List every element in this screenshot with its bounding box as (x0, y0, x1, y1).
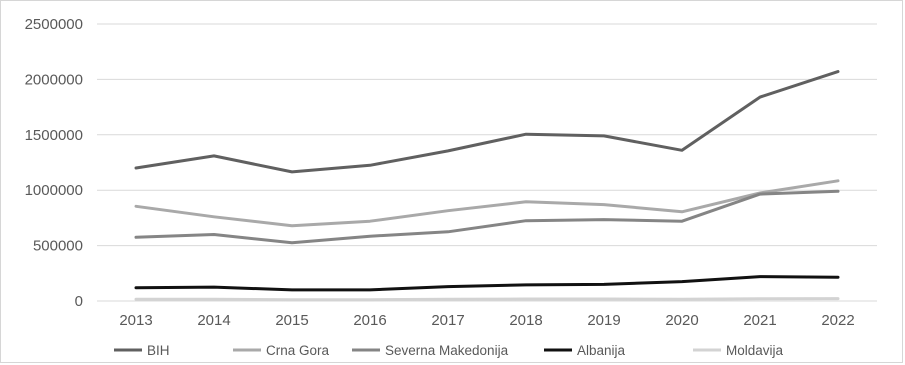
legend-item: BIH (114, 343, 170, 358)
series-line-crna-gora (134, 179, 840, 228)
x-tick-label: 2018 (509, 312, 542, 329)
x-tick-label: 2013 (119, 312, 152, 329)
x-tick-label: 2021 (743, 312, 776, 329)
gridlines (97, 23, 877, 302)
x-tick-label: 2014 (197, 312, 230, 329)
legend-item: Crna Gora (233, 343, 330, 358)
series-line-moldavija (134, 297, 840, 302)
legend-label: Crna Gora (266, 343, 330, 358)
series-line-albanija (134, 275, 840, 292)
x-tick-label: 2020 (665, 312, 698, 329)
series-line-bih (134, 70, 840, 174)
series-lines (134, 70, 840, 302)
x-tick-label: 2016 (353, 312, 386, 329)
legend-label: BIH (147, 343, 170, 358)
y-tick-label: 0 (75, 293, 83, 310)
legend-item: Albanija (544, 343, 626, 358)
x-tick-label: 2015 (275, 312, 308, 329)
legend-item: Moldavija (693, 343, 784, 358)
x-tick-label: 2022 (821, 312, 854, 329)
legend: BIH Crna Gora Severna Makedonija Albanija Mo… (114, 343, 784, 358)
y-tick-label: 2000000 (25, 71, 83, 88)
y-tick-label: 2500000 (25, 16, 83, 33)
x-tick-label: 2017 (431, 312, 464, 329)
legend-label: Moldavija (726, 343, 784, 358)
x-tick-label: 2019 (587, 312, 620, 329)
y-tick-label: 1500000 (25, 127, 83, 144)
legend-item: Severna Makedonija (352, 343, 509, 358)
x-axis-ticks: 2013 2014 2015 2016 2017 2018 2019 2020 2021 2022 (119, 312, 854, 329)
y-tick-label: 500000 (33, 238, 83, 255)
legend-label: Severna Makedonija (385, 343, 509, 358)
series-line-severna-makedonija (134, 189, 840, 245)
y-axis-ticks: 0 500000 1000000 1500000 2000000 2500000 (25, 16, 83, 310)
legend-label: Albanija (577, 343, 626, 358)
y-tick-label: 1000000 (25, 182, 83, 199)
